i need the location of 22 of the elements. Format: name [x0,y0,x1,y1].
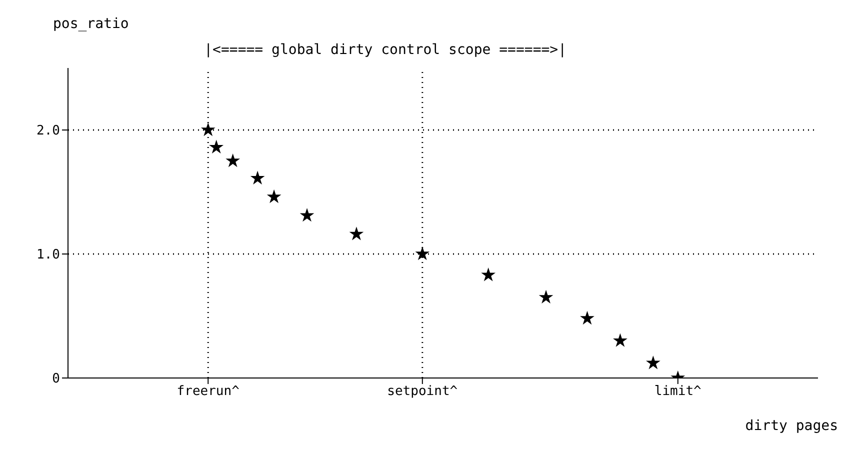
text: |<===== global dirty control scope ======>| [204,42,567,58]
point [250,170,265,184]
point [209,140,224,154]
point [613,333,628,347]
point [226,153,240,168]
point [266,189,282,204]
point [646,356,660,370]
x-tick-label: limit^ [654,384,702,400]
point [349,226,364,240]
x-axis-title: dirty pages [745,418,838,434]
point [415,246,430,260]
y-tick-label: 1.0 [36,248,60,263]
point [538,290,554,304]
point [300,208,314,222]
point [481,268,496,282]
x-tick-label: freerun^ [176,384,240,400]
x-tick-label: setpoint^ [387,384,458,400]
point [200,122,216,136]
y-tick-label: 0 [52,372,60,387]
point [580,310,594,325]
y-tick-label: 2.0 [36,124,60,139]
y-axis-title: pos_ratio [53,16,129,32]
